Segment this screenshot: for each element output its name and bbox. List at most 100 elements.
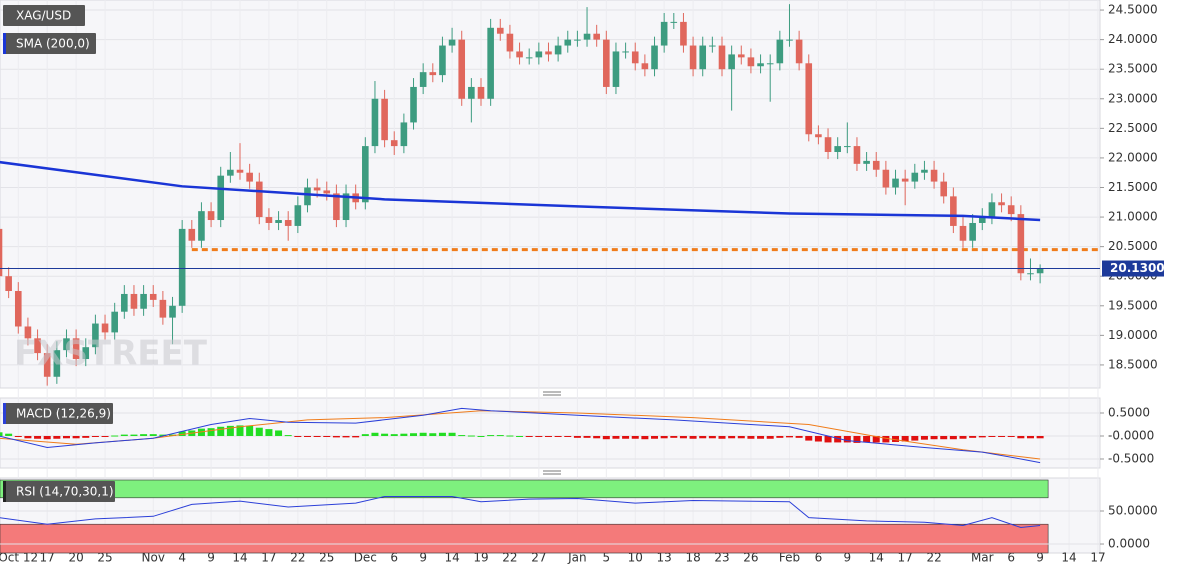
histogram-bar [631, 435, 639, 439]
candle-body [641, 63, 649, 70]
y-tick-label: 24.0000 [1108, 32, 1158, 46]
candle-body [371, 98, 379, 147]
histogram-bar [255, 427, 263, 436]
histogram-bar [381, 433, 389, 436]
histogram-bar [988, 435, 996, 437]
candle-body [448, 39, 456, 46]
histogram-bar [940, 435, 948, 440]
candle-body [593, 33, 600, 40]
main-panel [0, 0, 1101, 389]
histogram-bar [82, 435, 90, 438]
histogram-bar [140, 434, 148, 436]
histogram-bar [564, 435, 572, 437]
candle-body [477, 86, 485, 99]
candle-body [747, 57, 755, 67]
histogram-bar [766, 435, 774, 439]
candle-body [169, 305, 176, 318]
candle-body [1036, 268, 1044, 274]
histogram-bar [159, 434, 167, 436]
histogram-bar [747, 435, 755, 439]
candle-body [670, 21, 678, 23]
histogram-bar [901, 435, 909, 442]
candle-body [506, 33, 514, 52]
candle-body [140, 293, 147, 309]
candle-body [188, 228, 196, 241]
candle-body [651, 45, 658, 70]
candle-body [111, 311, 118, 333]
histogram-bar [487, 435, 495, 437]
x-tick-label: 20 [68, 551, 83, 565]
histogram-bar [583, 435, 591, 438]
candle-body [323, 190, 331, 194]
histogram-bar [872, 435, 880, 443]
candle-body [718, 45, 726, 70]
histogram-bar [275, 430, 283, 436]
histogram-bar [708, 435, 716, 439]
histogram-bar [303, 435, 311, 437]
candle-body [978, 217, 986, 223]
histogram-bar [1017, 435, 1025, 439]
histogram-bar [737, 435, 745, 439]
panel-divider[interactable] [543, 470, 561, 475]
candle-body [34, 338, 41, 354]
candle-body [304, 187, 311, 206]
histogram-bar [660, 435, 668, 439]
histogram-bar [911, 435, 919, 441]
x-tick-label: 19 [473, 551, 488, 565]
candle-body [381, 98, 388, 141]
histogram-bar [246, 425, 254, 436]
y-tick-label: 22.5000 [1108, 121, 1158, 135]
candle-body [872, 160, 880, 170]
candle-body [680, 21, 687, 46]
x-tick-label: 22 [290, 551, 305, 565]
histogram-bar [130, 434, 138, 436]
histogram-bar [930, 435, 938, 440]
histogram-bar [438, 432, 446, 436]
candle-body [0, 228, 3, 277]
candle-body [246, 172, 253, 182]
candle-body [940, 181, 948, 197]
histogram-bar [34, 435, 42, 439]
histogram-bar [516, 435, 524, 437]
candle-body [101, 323, 109, 333]
histogram-bar [679, 435, 687, 439]
candle-body [834, 146, 841, 153]
candle-body [853, 146, 861, 164]
histogram-bar [467, 435, 475, 437]
histogram-bar [390, 434, 398, 436]
candle-body [603, 39, 610, 87]
y-tick-label: 22.0000 [1108, 150, 1158, 164]
histogram-bar [371, 432, 379, 436]
histogram-bar [217, 426, 225, 436]
x-tick-label: 17 [898, 551, 913, 565]
candle-body [969, 222, 976, 241]
x-tick-label: 5 [602, 551, 610, 565]
histogram-bar [843, 435, 851, 443]
histogram-bar [757, 435, 765, 439]
x-tick-label: 14 [444, 551, 459, 565]
candle-body [14, 291, 22, 327]
histogram-bar [949, 435, 957, 440]
panel-divider[interactable] [543, 391, 561, 396]
candle-body [882, 169, 890, 188]
candle-body [824, 137, 832, 153]
macd-panel [0, 397, 1101, 469]
x-tick-label: 9 [1036, 551, 1044, 565]
candle-body [535, 51, 543, 58]
histogram-bar [506, 435, 514, 437]
histogram-bar [149, 434, 157, 436]
candle-body [5, 276, 12, 291]
histogram-bar [641, 435, 649, 440]
x-tick-label: 14 [869, 551, 884, 565]
candle-body [959, 225, 967, 241]
symbol-legend-box [3, 5, 85, 26]
x-tick-label: 6 [815, 551, 823, 565]
histogram-bar [670, 435, 678, 438]
candle-body [275, 220, 282, 223]
histogram-bar [834, 435, 842, 443]
histogram-bar [43, 435, 51, 440]
candle-body [545, 51, 552, 55]
histogram-bar [419, 432, 427, 436]
histogram-bar [53, 435, 61, 439]
